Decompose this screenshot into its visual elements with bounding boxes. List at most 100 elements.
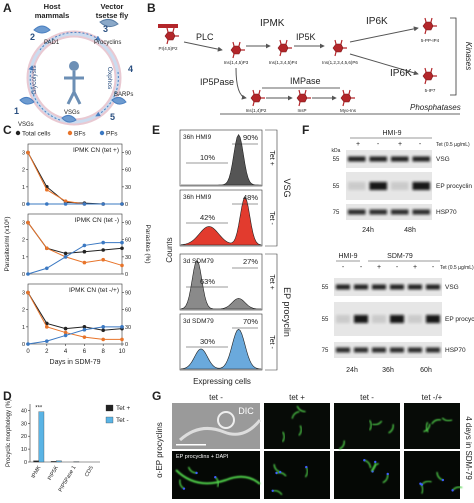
metabolite-label: Myo-Ins <box>340 108 357 113</box>
cell <box>281 431 285 443</box>
data-point <box>101 257 105 262</box>
tet-sign: + <box>377 264 381 271</box>
time-label: 24h <box>362 227 374 234</box>
enzyme-label: IP5Pase <box>200 77 234 87</box>
time-label: 24h <box>346 367 358 374</box>
gate-percent: 42% <box>200 213 215 222</box>
blot-band <box>369 182 387 190</box>
data-point <box>101 325 105 329</box>
x-tick-label: 2 <box>45 349 49 355</box>
blot-band <box>369 156 387 162</box>
protein-label: HSP70 <box>445 347 466 354</box>
enzyme-label: IMPase <box>290 76 321 86</box>
metabolite-label: InsP <box>297 108 306 113</box>
data-point <box>82 325 87 329</box>
panel-label: C <box>3 123 12 137</box>
x-axis-label: Expressing cells <box>193 377 251 386</box>
bracket <box>265 129 278 247</box>
kda-marker: 55 <box>333 184 340 190</box>
data-point <box>63 251 68 256</box>
parasite-icon <box>111 96 127 105</box>
tet-label: Tet - <box>268 211 275 225</box>
blot-band <box>372 284 386 290</box>
data-point <box>63 199 68 203</box>
time-label: 48h <box>404 227 416 234</box>
legend-swatch <box>105 404 114 412</box>
gate-percent: 27% <box>243 257 258 266</box>
nucleus <box>182 487 186 490</box>
nucleus <box>374 460 377 464</box>
x-tick-label: 6 <box>83 349 87 355</box>
molecule-icon <box>296 93 308 103</box>
molecule-icon <box>422 21 434 31</box>
gate-percent: 30% <box>200 337 215 346</box>
tet-label: Tet (0.5 µg/mL) <box>436 142 470 148</box>
molecule-icon <box>252 89 265 107</box>
data-point <box>101 202 105 206</box>
x-tick-label: PIP5Pase 1 <box>58 465 78 493</box>
y-axis-label: Parasites/ml (x10⁶) <box>4 216 11 271</box>
column-label: tet -/+ <box>422 393 443 402</box>
histogram <box>180 328 262 370</box>
tet-sign: - <box>396 264 399 271</box>
tet-sign: - <box>419 141 422 148</box>
y-tick-label: 3 <box>22 151 25 157</box>
blot-band <box>412 156 430 162</box>
data-point <box>82 249 87 254</box>
cell <box>338 440 345 450</box>
blot-band <box>408 315 422 323</box>
blot-band <box>336 284 350 290</box>
host-icon <box>69 61 79 71</box>
nucleus <box>275 471 278 475</box>
nucleus <box>271 489 274 493</box>
x-tick-label: 10 <box>119 349 126 355</box>
blot-band <box>412 182 430 190</box>
y2-tick-label: 30 <box>125 325 131 331</box>
cell-dic <box>217 411 235 429</box>
data-point <box>101 337 105 342</box>
x-tick-label: 0 <box>26 349 30 355</box>
legend-label: Tet - <box>116 417 129 424</box>
y2-axis-label: Parasites (%) <box>144 224 151 263</box>
y-tick-label: 0 <box>22 272 25 278</box>
column-label: tet - <box>209 393 223 402</box>
row-label: α-EP procyclins <box>155 422 164 478</box>
y-tick-label: 2 <box>22 168 25 174</box>
data-point <box>45 187 49 192</box>
data-point <box>101 240 105 245</box>
tet-sign: - <box>342 264 345 271</box>
reaction-arrow <box>349 26 419 43</box>
blot-band <box>348 182 366 190</box>
data-point <box>26 290 30 295</box>
legend-label: PFs <box>106 131 118 138</box>
bracket <box>450 17 457 96</box>
blot-band <box>391 182 409 190</box>
gene-label: VSGs <box>64 110 80 116</box>
marker-label: EP procyclin <box>282 287 292 337</box>
medium-label: SDM-79 <box>387 253 413 260</box>
nucleus <box>441 478 445 482</box>
tet-sign: + <box>398 141 402 148</box>
legend-label: Tet + <box>116 405 130 412</box>
metabolite-label: Ins(1,4)P2 <box>246 108 267 113</box>
molecule-icon <box>250 93 262 103</box>
x-tick-label: PIP5K <box>47 465 60 482</box>
kda-marker: 75 <box>322 348 329 354</box>
cell <box>296 405 306 413</box>
nucleus <box>305 465 308 469</box>
tet-sign: + <box>356 141 360 148</box>
blot-band <box>408 284 422 290</box>
blot-band <box>426 315 440 323</box>
micrograph <box>404 403 460 449</box>
panel-label: G <box>152 389 161 403</box>
protein-label: EP procyclin <box>445 316 474 323</box>
y-tick-label: 0 <box>22 202 25 208</box>
metabolite-label: Ins(1,3,4,5)P4 <box>269 60 298 65</box>
molecule-icon <box>166 27 179 45</box>
gene-label: Procyclins <box>94 40 121 46</box>
data-point <box>63 255 68 259</box>
data-point <box>120 263 124 268</box>
molecule-icon <box>334 39 347 57</box>
blot-band <box>391 156 409 162</box>
